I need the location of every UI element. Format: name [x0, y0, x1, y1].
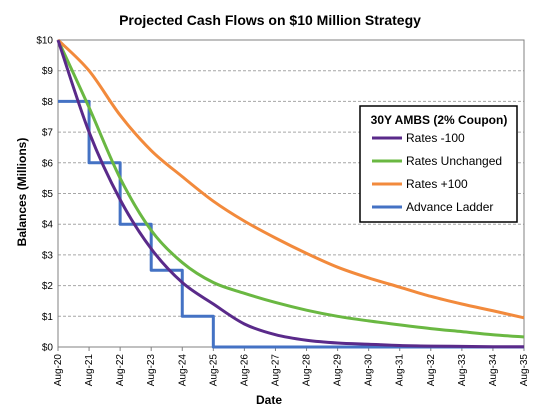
- x-tick-label: Aug-29: [333, 354, 344, 387]
- x-tick-label: Aug-24: [177, 354, 188, 387]
- legend-title: 30Y AMBS (2% Coupon): [371, 113, 508, 127]
- x-tick-label: Aug-27: [270, 354, 281, 387]
- y-tick-label: $10: [36, 36, 53, 47]
- y-tick-label: $5: [42, 189, 54, 200]
- x-tick-label: Aug-34: [488, 354, 499, 387]
- y-axis-title: Balances (Millions): [15, 138, 29, 247]
- y-tick-label: $4: [42, 220, 54, 231]
- legend-entry-label: Rates +100: [406, 177, 468, 191]
- y-tick-label: $8: [42, 97, 54, 108]
- x-tick-label: Aug-31: [395, 354, 406, 387]
- series-lines: [56, 38, 525, 349]
- legend-entry-label: Rates Unchanged: [406, 154, 502, 168]
- y-tick-label: $9: [42, 66, 54, 77]
- x-tick-label: Aug-35: [519, 354, 530, 387]
- legend-entry-label: Rates -100: [406, 131, 465, 145]
- y-tick-labels: $0 $1 $2 $3 $4 $5 $6 $7 $8 $9 $10: [36, 36, 53, 354]
- x-axis-title: Date: [256, 393, 282, 407]
- x-tick-label: Aug-28: [302, 354, 313, 387]
- x-tick-label: Aug-33: [457, 354, 468, 387]
- y-tick-label: $1: [42, 312, 54, 323]
- y-tick-label: $7: [42, 128, 54, 139]
- y-tick-label: $6: [42, 158, 54, 169]
- legend-box: [359, 105, 518, 223]
- y-tick-label: $0: [42, 343, 54, 354]
- legend-entry-label: Advance Ladder: [406, 200, 493, 214]
- legend-entries: Rates -100 Rates Unchanged Rates +100 Advan…: [372, 131, 502, 214]
- y-tick-label: $3: [42, 250, 54, 261]
- x-tick-label: Aug-23: [146, 354, 157, 387]
- legend: 30Y AMBS (2% Coupon) Rates -100 Rates Unc…: [359, 105, 518, 223]
- series-line-rates-unchanged: [56, 39, 525, 339]
- chart-title: Projected Cash Flows on $10 Million Stra…: [119, 12, 421, 28]
- x-tick-label: Aug-22: [115, 354, 126, 387]
- series-line-rates-100: [56, 38, 525, 320]
- series-line-rates-100: [56, 39, 525, 349]
- x-tick-label: Aug-21: [84, 354, 95, 387]
- x-tick-label: Aug-26: [239, 354, 250, 387]
- x-tick-label: Aug-32: [426, 354, 437, 387]
- x-tick-label: Aug-25: [208, 354, 219, 387]
- x-tick-labels: Aug-20 Aug-21 Aug-22 Aug-23 Aug-24 Aug-25 Aug-…: [53, 347, 530, 386]
- x-tick-label: Aug-20: [53, 354, 64, 387]
- x-tick-label: Aug-30: [364, 354, 375, 387]
- y-tick-label: $2: [42, 281, 54, 292]
